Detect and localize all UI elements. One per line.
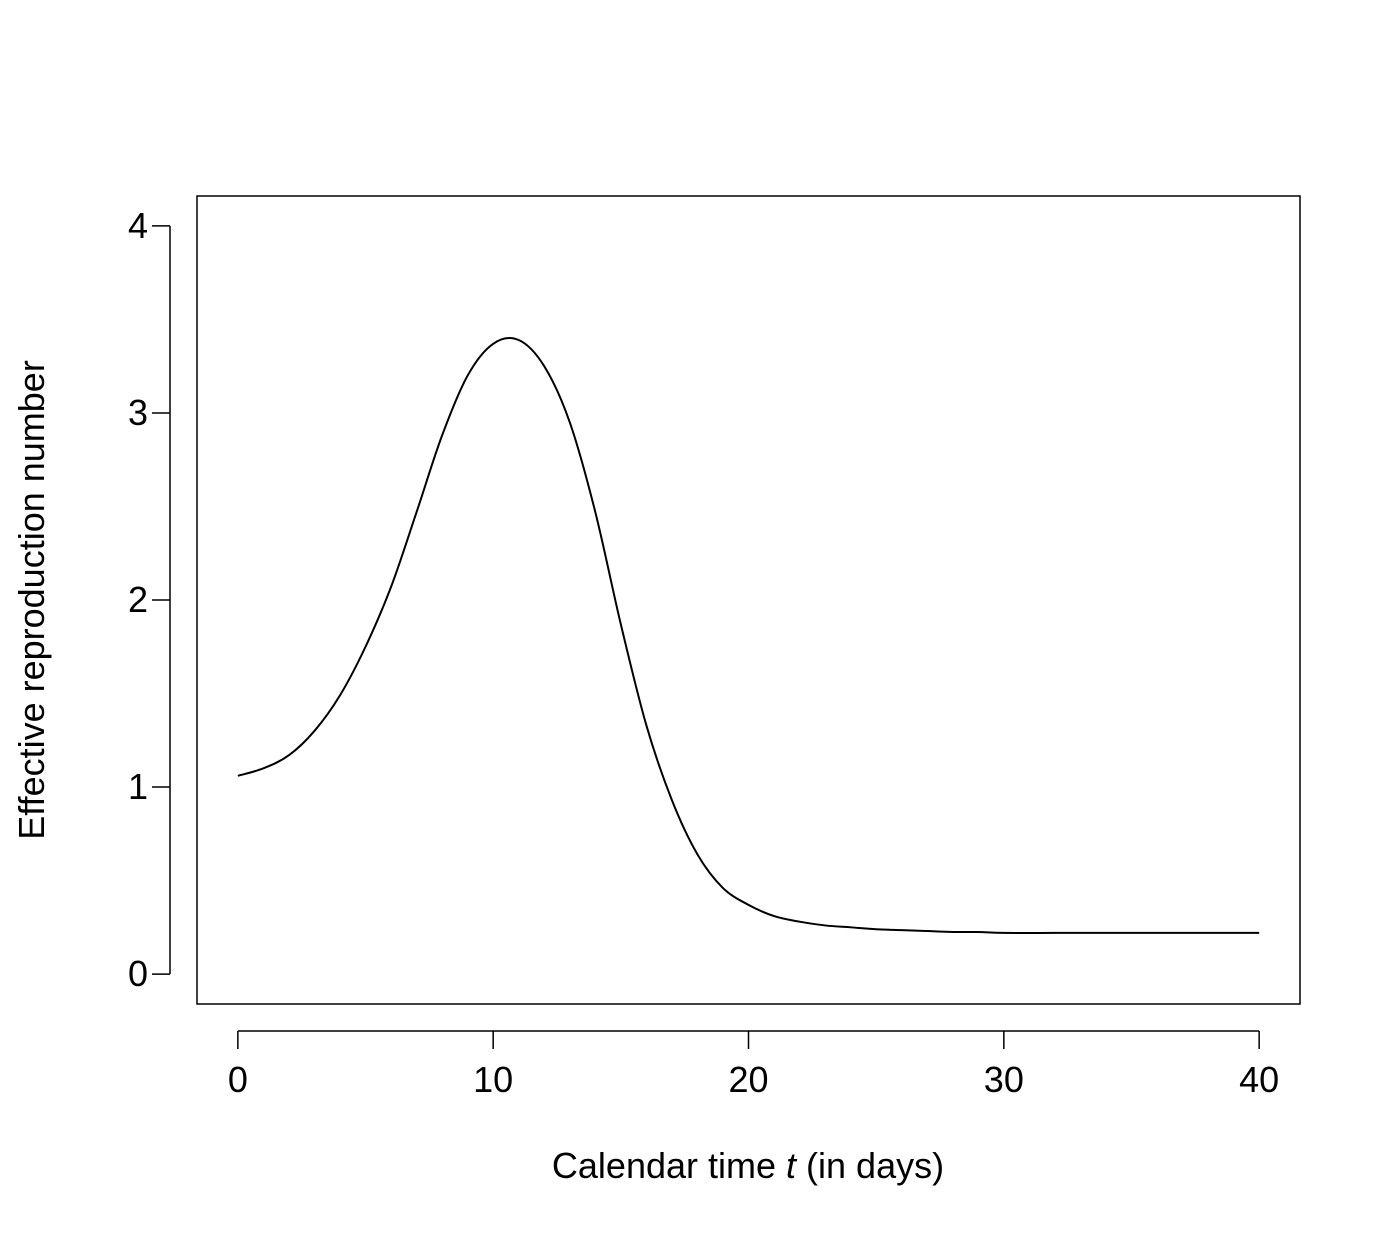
x-axis-title-variable: t (786, 1145, 798, 1186)
x-tick-label: 30 (984, 1059, 1024, 1100)
y-tick-label: 4 (128, 205, 148, 246)
y-axis-title: Effective reproduction number (11, 360, 52, 840)
y-tick-label: 0 (128, 953, 148, 994)
y-tick-label: 2 (128, 579, 148, 620)
x-axis-title: Calendar time t (in days) (552, 1145, 944, 1186)
x-axis: 0 10 20 30 40 (228, 1030, 1279, 1100)
x-axis-title-prefix: Calendar time (552, 1145, 786, 1186)
y-tick-label: 3 (128, 392, 148, 433)
plot-frame (196, 195, 1301, 1005)
y-axis: 0 1 2 3 4 (128, 205, 171, 994)
x-tick-label: 40 (1239, 1059, 1279, 1100)
x-tick-label: 10 (473, 1059, 513, 1100)
x-tick-label: 20 (728, 1059, 768, 1100)
y-tick-label: 1 (128, 766, 148, 807)
x-axis-title-suffix: (in days) (796, 1145, 944, 1186)
series-line (237, 337, 1260, 934)
x-tick-label: 0 (228, 1059, 248, 1100)
